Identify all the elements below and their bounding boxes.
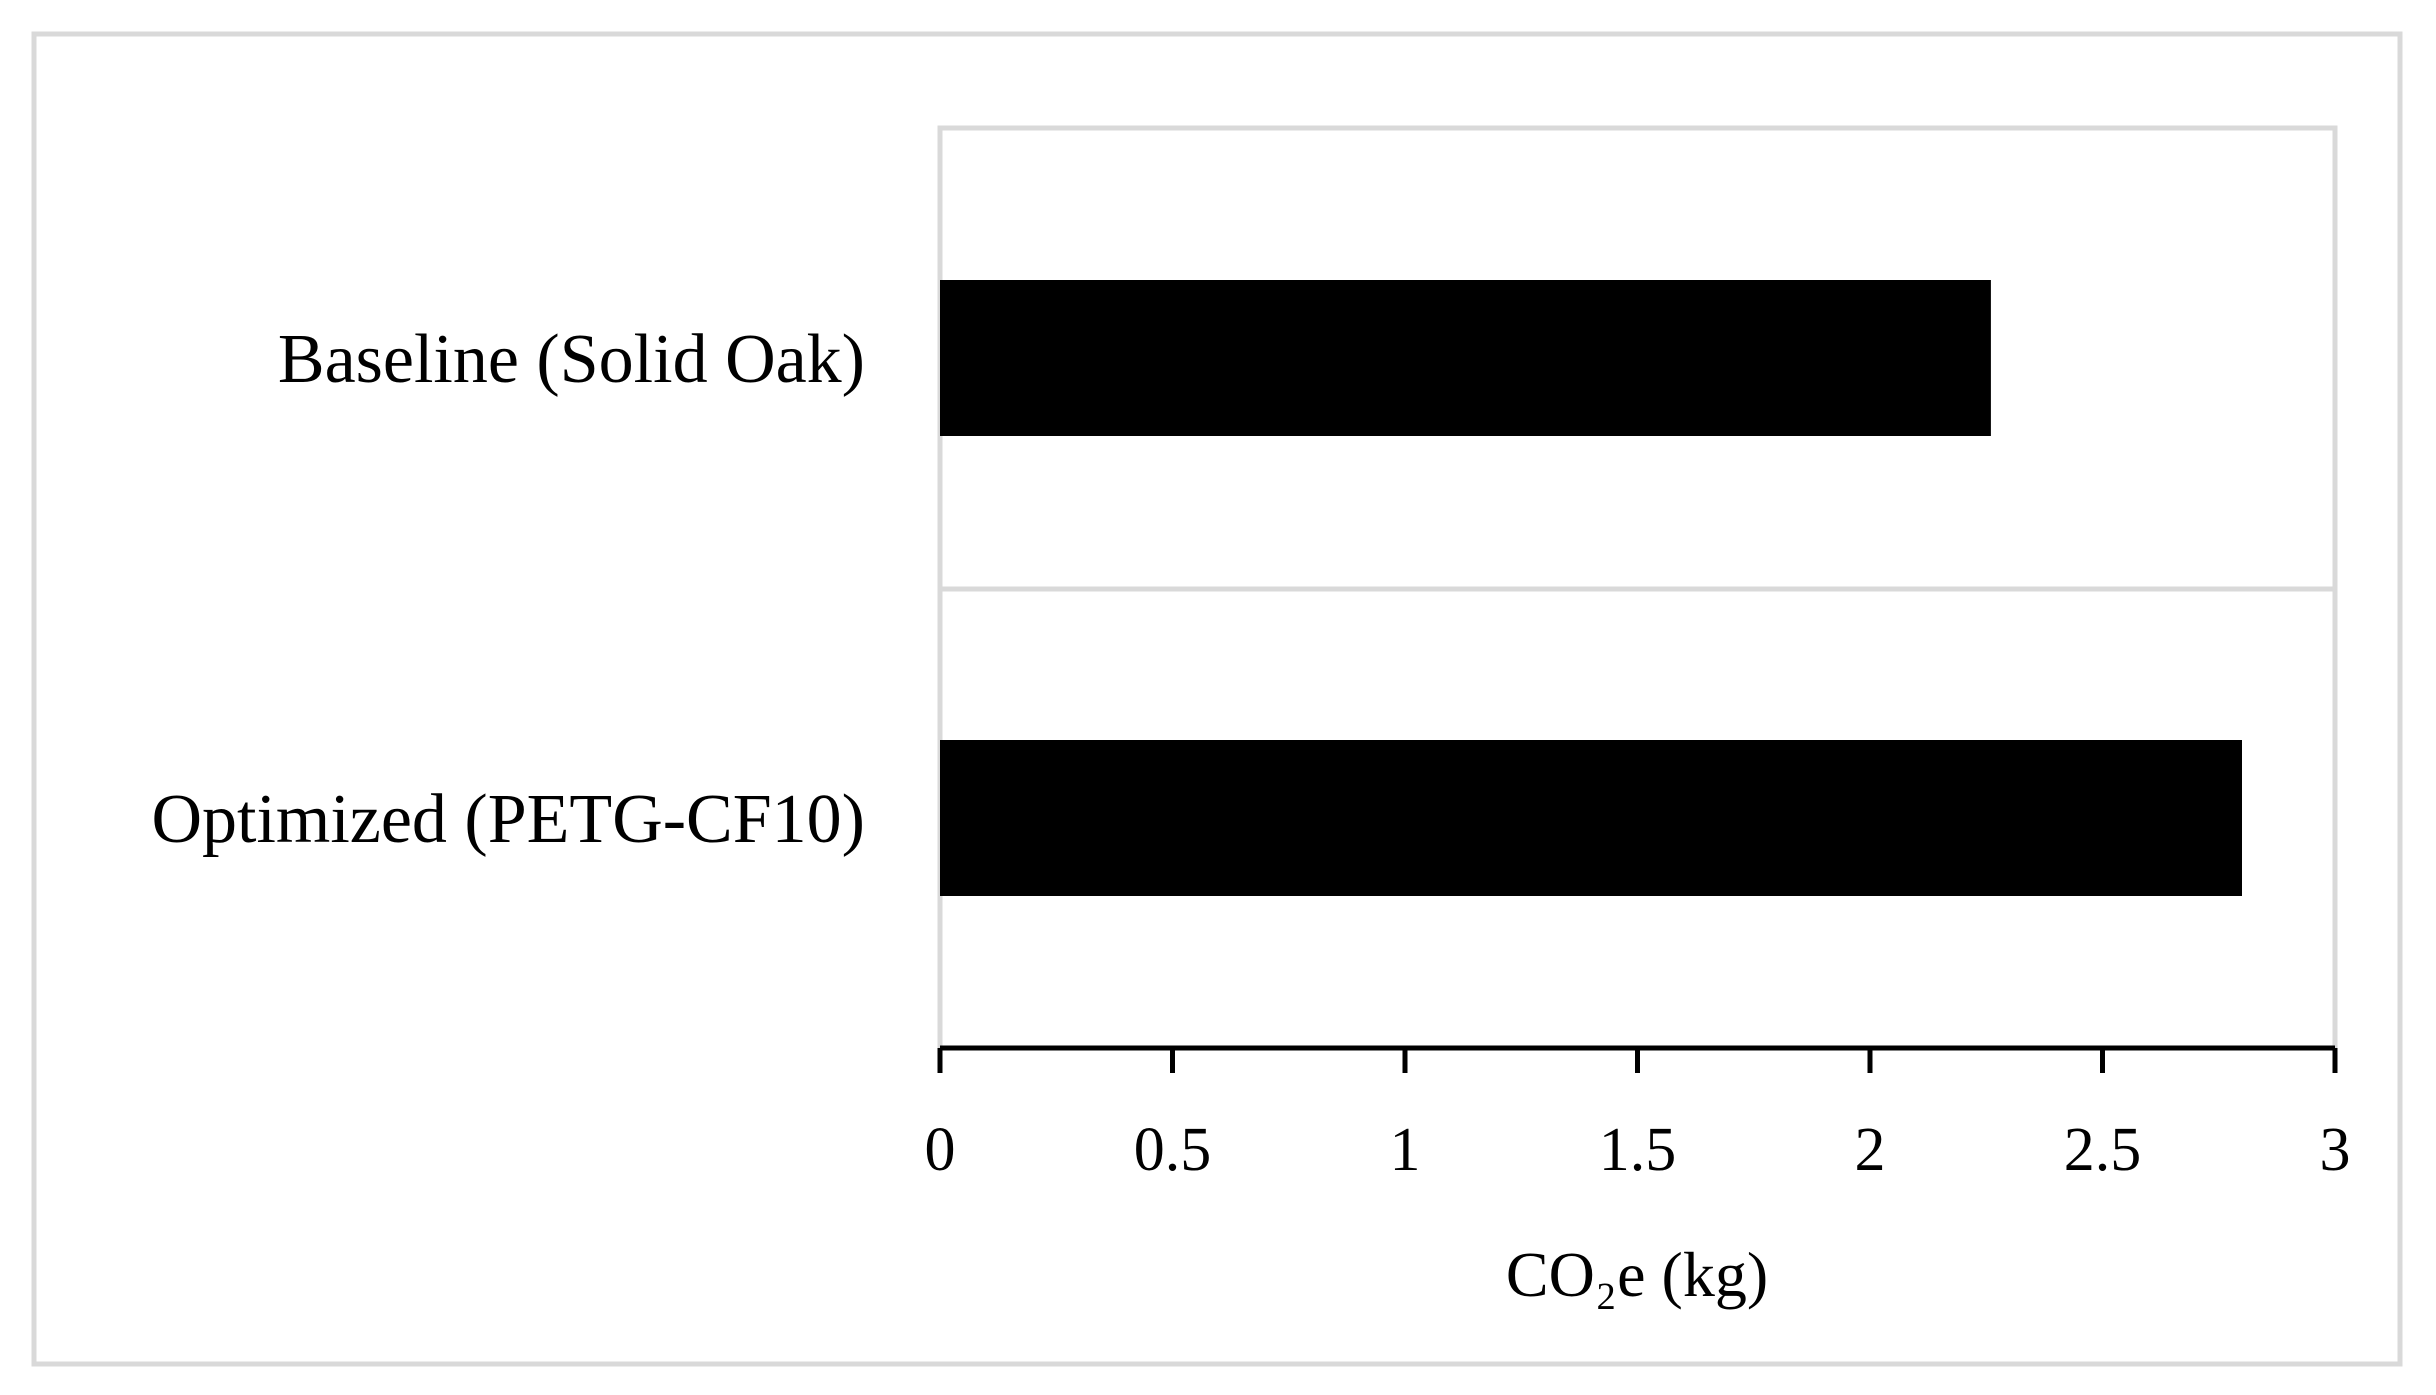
bar-group	[940, 280, 2242, 896]
x-tick-label: 1	[1390, 1116, 1421, 1184]
category-label: Baseline (Solid Oak)	[278, 321, 865, 398]
x-axis-title: CO₂e (kg)	[1506, 1239, 1768, 1310]
x-tick-label: 2.5	[2064, 1116, 2142, 1184]
x-tick-label: 0.5	[1134, 1116, 1212, 1184]
x-tick-label: 3	[2320, 1116, 2351, 1184]
category-labels: Baseline (Solid Oak) Optimized (PETG-CF10…	[151, 321, 865, 858]
x-axis-ticks: 0 0.5 1 1.5 2 2.5 3	[925, 1048, 2351, 1184]
x-tick-label: 1.5	[1599, 1116, 1677, 1184]
category-label: Optimized (PETG-CF10)	[151, 781, 865, 858]
bar-optimized	[940, 740, 2242, 896]
x-tick-label: 0	[925, 1116, 956, 1184]
bar-baseline	[940, 280, 1991, 436]
x-tick-label: 2	[1855, 1116, 1886, 1184]
